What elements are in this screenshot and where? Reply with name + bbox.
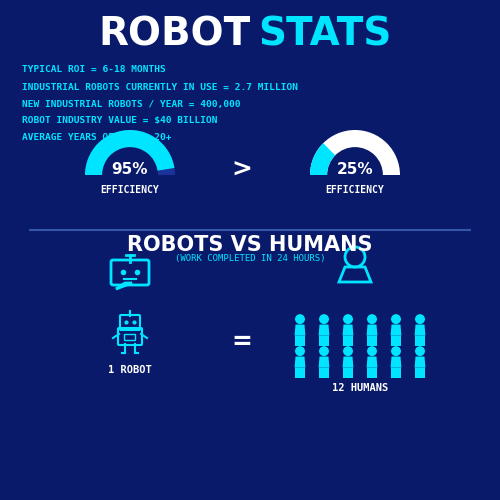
Polygon shape [318, 356, 330, 368]
Polygon shape [414, 356, 426, 368]
Circle shape [343, 346, 353, 356]
Circle shape [343, 314, 353, 324]
Polygon shape [295, 368, 300, 378]
Polygon shape [414, 324, 426, 336]
Polygon shape [343, 336, 347, 346]
Polygon shape [396, 336, 401, 346]
Polygon shape [342, 324, 353, 336]
Circle shape [295, 314, 305, 324]
Text: (WORK COMPLETED IN 24 HOURS): (WORK COMPLETED IN 24 HOURS) [175, 254, 325, 264]
Polygon shape [324, 336, 329, 346]
Text: EFFICIENCY: EFFICIENCY [326, 185, 384, 195]
Polygon shape [319, 336, 324, 346]
Circle shape [295, 346, 305, 356]
Polygon shape [367, 368, 372, 378]
Polygon shape [366, 356, 378, 368]
Polygon shape [390, 356, 402, 368]
Polygon shape [294, 356, 306, 368]
Text: ROBOT INDUSTRY VALUE = $40 BILLION: ROBOT INDUSTRY VALUE = $40 BILLION [22, 116, 218, 126]
Polygon shape [343, 368, 347, 378]
Polygon shape [372, 368, 377, 378]
Text: 25%: 25% [336, 162, 374, 177]
Polygon shape [390, 324, 402, 336]
Polygon shape [300, 368, 305, 378]
Circle shape [319, 346, 329, 356]
Text: INDUSTRIAL ROBOTS CURRENTLY IN USE = 2.7 MILLION: INDUSTRIAL ROBOTS CURRENTLY IN USE = 2.7… [22, 82, 298, 92]
Polygon shape [295, 336, 300, 346]
Circle shape [391, 346, 401, 356]
Polygon shape [319, 368, 324, 378]
Text: =: = [232, 330, 252, 354]
Polygon shape [420, 336, 425, 346]
Text: AVERAGE YEARS OF USE = 20+: AVERAGE YEARS OF USE = 20+ [22, 134, 172, 142]
Text: ROBOT: ROBOT [99, 16, 251, 54]
Text: STATS: STATS [258, 16, 392, 54]
Circle shape [367, 346, 377, 356]
Circle shape [415, 346, 425, 356]
Circle shape [391, 314, 401, 324]
Wedge shape [85, 130, 174, 175]
Text: 1 ROBOT: 1 ROBOT [108, 365, 152, 375]
Circle shape [367, 314, 377, 324]
Polygon shape [348, 336, 353, 346]
Polygon shape [366, 324, 378, 336]
Polygon shape [391, 336, 396, 346]
Text: TYPICAL ROI = 6-18 MONTHS: TYPICAL ROI = 6-18 MONTHS [22, 66, 166, 74]
Polygon shape [367, 336, 372, 346]
Polygon shape [324, 368, 329, 378]
Polygon shape [318, 324, 330, 336]
Wedge shape [85, 130, 175, 175]
Polygon shape [372, 336, 377, 346]
Text: EFFICIENCY: EFFICIENCY [100, 185, 160, 195]
Polygon shape [396, 368, 401, 378]
Polygon shape [342, 356, 353, 368]
Polygon shape [348, 368, 353, 378]
Circle shape [319, 314, 329, 324]
Polygon shape [300, 336, 305, 346]
Text: >: > [232, 158, 252, 182]
Wedge shape [310, 143, 336, 175]
Polygon shape [415, 336, 420, 346]
Text: 95%: 95% [112, 162, 148, 177]
Polygon shape [294, 324, 306, 336]
Text: 12 HUMANS: 12 HUMANS [332, 383, 388, 393]
Polygon shape [420, 368, 425, 378]
Circle shape [415, 314, 425, 324]
Polygon shape [415, 368, 420, 378]
Wedge shape [310, 130, 400, 175]
Polygon shape [391, 368, 396, 378]
Text: NEW INDUSTRIAL ROBOTS / YEAR = 400,000: NEW INDUSTRIAL ROBOTS / YEAR = 400,000 [22, 100, 240, 108]
Text: ROBOTS VS HUMANS: ROBOTS VS HUMANS [127, 235, 373, 255]
